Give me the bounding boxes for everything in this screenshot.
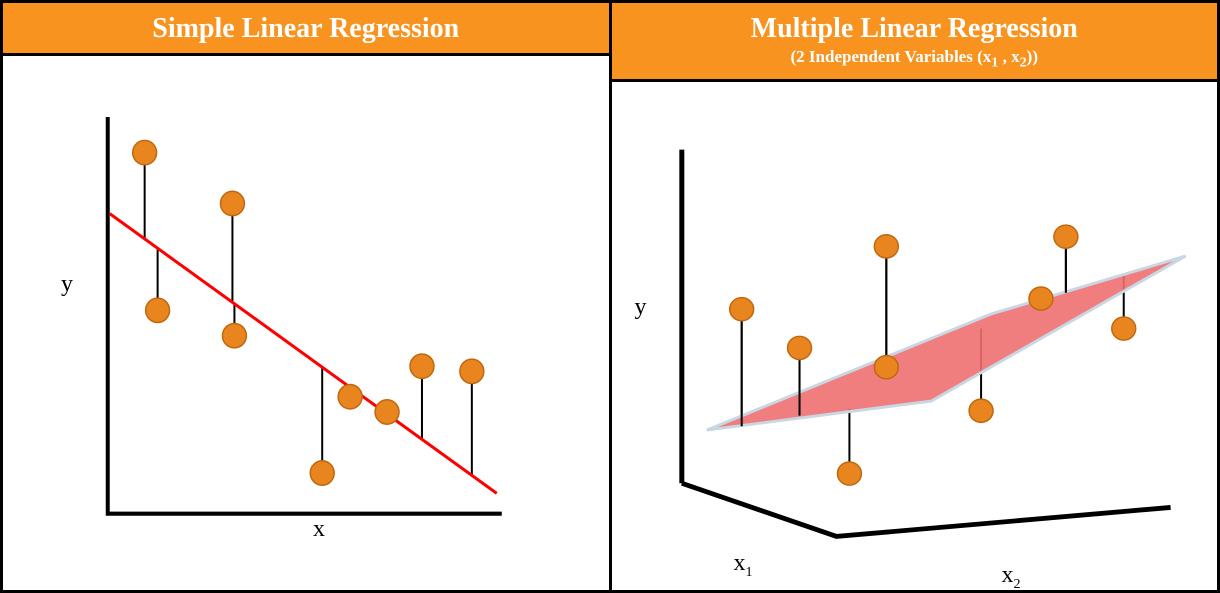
y-axis-label: y [61,271,73,298]
regression-comparison-container: Simple Linear Regression y x Multiple Li… [0,0,1220,593]
multiple-regression-subtitle: (2 Independent Variables (x1 , x2)) [612,47,1218,71]
y-axis-label: y [635,294,647,321]
multiple-regression-svg [612,82,1218,590]
multiple-regression-header: Multiple Linear Regression (2 Independen… [612,3,1218,82]
x-axis-label: x [313,516,325,543]
x1-axis-label: x1 [734,550,753,581]
simple-regression-svg [3,56,609,590]
simple-regression-title: Simple Linear Regression [3,13,609,45]
multiple-regression-plot: y x1 x2 [612,82,1218,590]
simple-regression-panel: Simple Linear Regression y x [3,3,612,590]
multiple-regression-panel: Multiple Linear Regression (2 Independen… [612,3,1218,590]
x2-axis-label: x2 [1002,562,1021,593]
simple-regression-header: Simple Linear Regression [3,3,609,56]
simple-regression-plot: y x [3,56,609,590]
multiple-regression-title: Multiple Linear Regression [612,13,1218,45]
